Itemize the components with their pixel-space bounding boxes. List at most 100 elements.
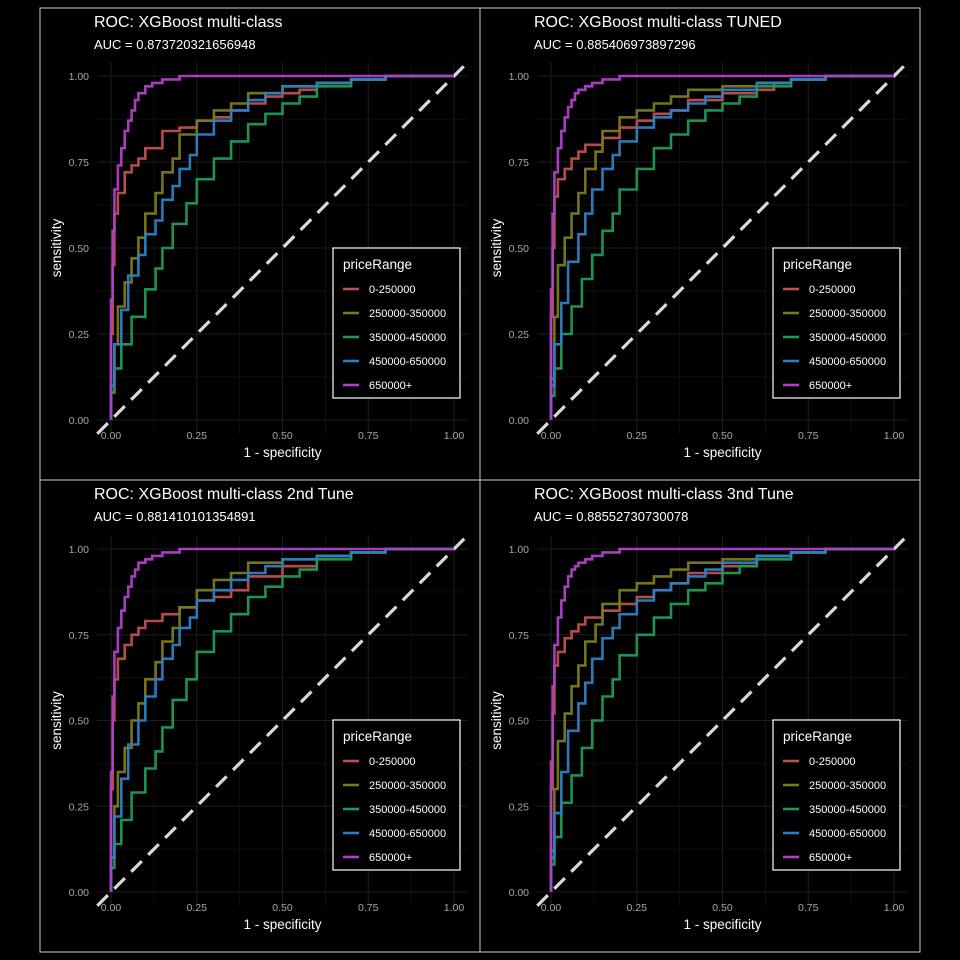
chart-title: ROC: XGBoost multi-class 3nd Tune (534, 486, 794, 503)
legend-box (332, 247, 461, 399)
roc-curve-650000- (549, 547, 894, 892)
y-axis-title: sensitivity (49, 691, 64, 750)
roc-curve-450000-650000 (109, 74, 454, 420)
legend-box (772, 719, 901, 871)
y-axis-title: sensitivity (489, 218, 504, 277)
y-tick-label: 0.25 (69, 329, 90, 341)
roc-curve-650000- (549, 74, 894, 420)
panel-frame (39, 7, 481, 481)
legend-title: priceRange (783, 729, 852, 744)
chart-subtitle: AUC = 0.885406973897296 (534, 37, 696, 52)
x-tick-label: 1.00 (884, 430, 905, 442)
x-tick-label: 0.00 (541, 430, 562, 442)
roc-curve-350000-450000 (549, 547, 894, 892)
y-tick-label: 0.25 (509, 801, 530, 813)
chart-title: ROC: XGBoost multi-class 2nd Tune (94, 486, 354, 503)
x-tick-label: 0.25 (627, 430, 648, 442)
roc-curve-350000-450000 (109, 74, 454, 420)
legend-item-label: 350000-450000 (369, 804, 446, 816)
x-tick-label: 0.50 (712, 902, 733, 914)
chart-subtitle: AUC = 0.873720321656948 (94, 37, 256, 52)
chance-diagonal-line (96, 61, 469, 435)
roc-curve-450000-650000 (549, 547, 894, 892)
legend-box (332, 719, 461, 871)
legend-item-label: 250000-350000 (809, 308, 886, 320)
x-tick-label: 0.00 (101, 902, 122, 914)
legend-title: priceRange (343, 257, 412, 272)
legend-item-label: 250000-350000 (809, 780, 886, 792)
panel-frame (479, 7, 921, 481)
panel-frame (479, 479, 921, 953)
x-tick-label: 0.00 (101, 430, 122, 442)
chart-title: ROC: XGBoost multi-class (94, 14, 282, 31)
y-tick-label: 0.00 (509, 887, 530, 899)
y-tick-label: 0.50 (509, 716, 530, 728)
y-tick-label: 1.00 (69, 544, 90, 556)
x-tick-label: 1.00 (884, 902, 905, 914)
x-tick-label: 0.50 (272, 902, 293, 914)
y-tick-label: 0.00 (69, 887, 90, 899)
x-tick-label: 0.75 (358, 902, 379, 914)
legend-box (772, 247, 901, 399)
legend-item-label: 450000-650000 (369, 356, 446, 368)
x-tick-label: 0.75 (798, 430, 819, 442)
chart-title: ROC: XGBoost multi-class TUNED (534, 14, 782, 31)
chance-diagonal-line (536, 61, 909, 435)
roc-curve-450000-650000 (109, 547, 454, 892)
x-tick-label: 1.00 (444, 902, 465, 914)
legend-item-label: 650000+ (809, 852, 852, 864)
y-axis-title: sensitivity (49, 218, 64, 277)
x-axis-title: 1 - specificity (243, 917, 321, 932)
x-tick-label: 0.25 (187, 902, 208, 914)
roc-panel: 0.00 0.25 0.50 0.75 1.00 0.00 0.25 0.50 0.75 1.00… (39, 7, 481, 481)
roc-panel: 0.00 0.25 0.50 0.75 1.00 0.00 0.25 0.50 0.75 1.00… (479, 7, 921, 481)
legend-item-label: 650000+ (809, 380, 852, 392)
legend-item-label: 450000-650000 (369, 828, 446, 840)
legend-item-label: 0-250000 (369, 284, 416, 296)
x-tick-label: 0.50 (272, 430, 293, 442)
y-tick-label: 0.50 (69, 716, 90, 728)
x-tick-label: 0.25 (627, 902, 648, 914)
legend-item-label: 250000-350000 (369, 308, 446, 320)
chance-diagonal-line (96, 534, 469, 907)
legend-item-label: 250000-350000 (369, 780, 446, 792)
roc-panel: 0.00 0.25 0.50 0.75 1.00 0.00 0.25 0.50 0.75 1.00… (479, 479, 921, 953)
y-tick-label: 1.00 (69, 71, 90, 83)
chance-diagonal-line (536, 534, 909, 907)
x-tick-label: 1.00 (444, 430, 465, 442)
x-tick-label: 0.25 (187, 430, 208, 442)
y-tick-label: 0.75 (69, 630, 90, 642)
x-tick-label: 0.50 (712, 430, 733, 442)
y-tick-label: 0.75 (509, 157, 530, 169)
legend-title: priceRange (343, 729, 412, 744)
roc-curve-450000-650000 (549, 74, 894, 420)
x-axis-title: 1 - specificity (683, 917, 761, 932)
chart-subtitle: AUC = 0.88552730730078 (534, 509, 688, 524)
legend: priceRange 0-250000 250000-350000 350000-45… (332, 247, 461, 399)
legend-item-label: 650000+ (369, 380, 412, 392)
legend-item-label: 350000-450000 (809, 332, 886, 344)
x-tick-label: 0.00 (541, 902, 562, 914)
y-tick-label: 0.75 (69, 157, 90, 169)
x-axis-title: 1 - specificity (683, 445, 761, 460)
legend: priceRange 0-250000 250000-350000 350000-45… (332, 719, 461, 871)
roc-curve-350000-450000 (109, 547, 454, 892)
chart-subtitle: AUC = 0.881410101354891 (94, 509, 256, 524)
legend-item-label: 0-250000 (809, 284, 856, 296)
roc-curve-650000- (109, 547, 454, 892)
legend-item-label: 450000-650000 (809, 356, 886, 368)
legend: priceRange 0-250000 250000-350000 350000-45… (772, 247, 901, 399)
legend-title: priceRange (783, 257, 852, 272)
y-tick-label: 0.00 (69, 415, 90, 427)
legend-item-label: 650000+ (369, 852, 412, 864)
y-axis-title: sensitivity (489, 691, 504, 750)
y-tick-label: 0.00 (509, 415, 530, 427)
legend-item-label: 350000-450000 (369, 332, 446, 344)
y-tick-label: 1.00 (509, 544, 530, 556)
x-tick-label: 0.75 (358, 430, 379, 442)
legend-item-label: 0-250000 (809, 756, 856, 768)
y-tick-label: 0.75 (509, 630, 530, 642)
x-axis-title: 1 - specificity (243, 445, 321, 460)
